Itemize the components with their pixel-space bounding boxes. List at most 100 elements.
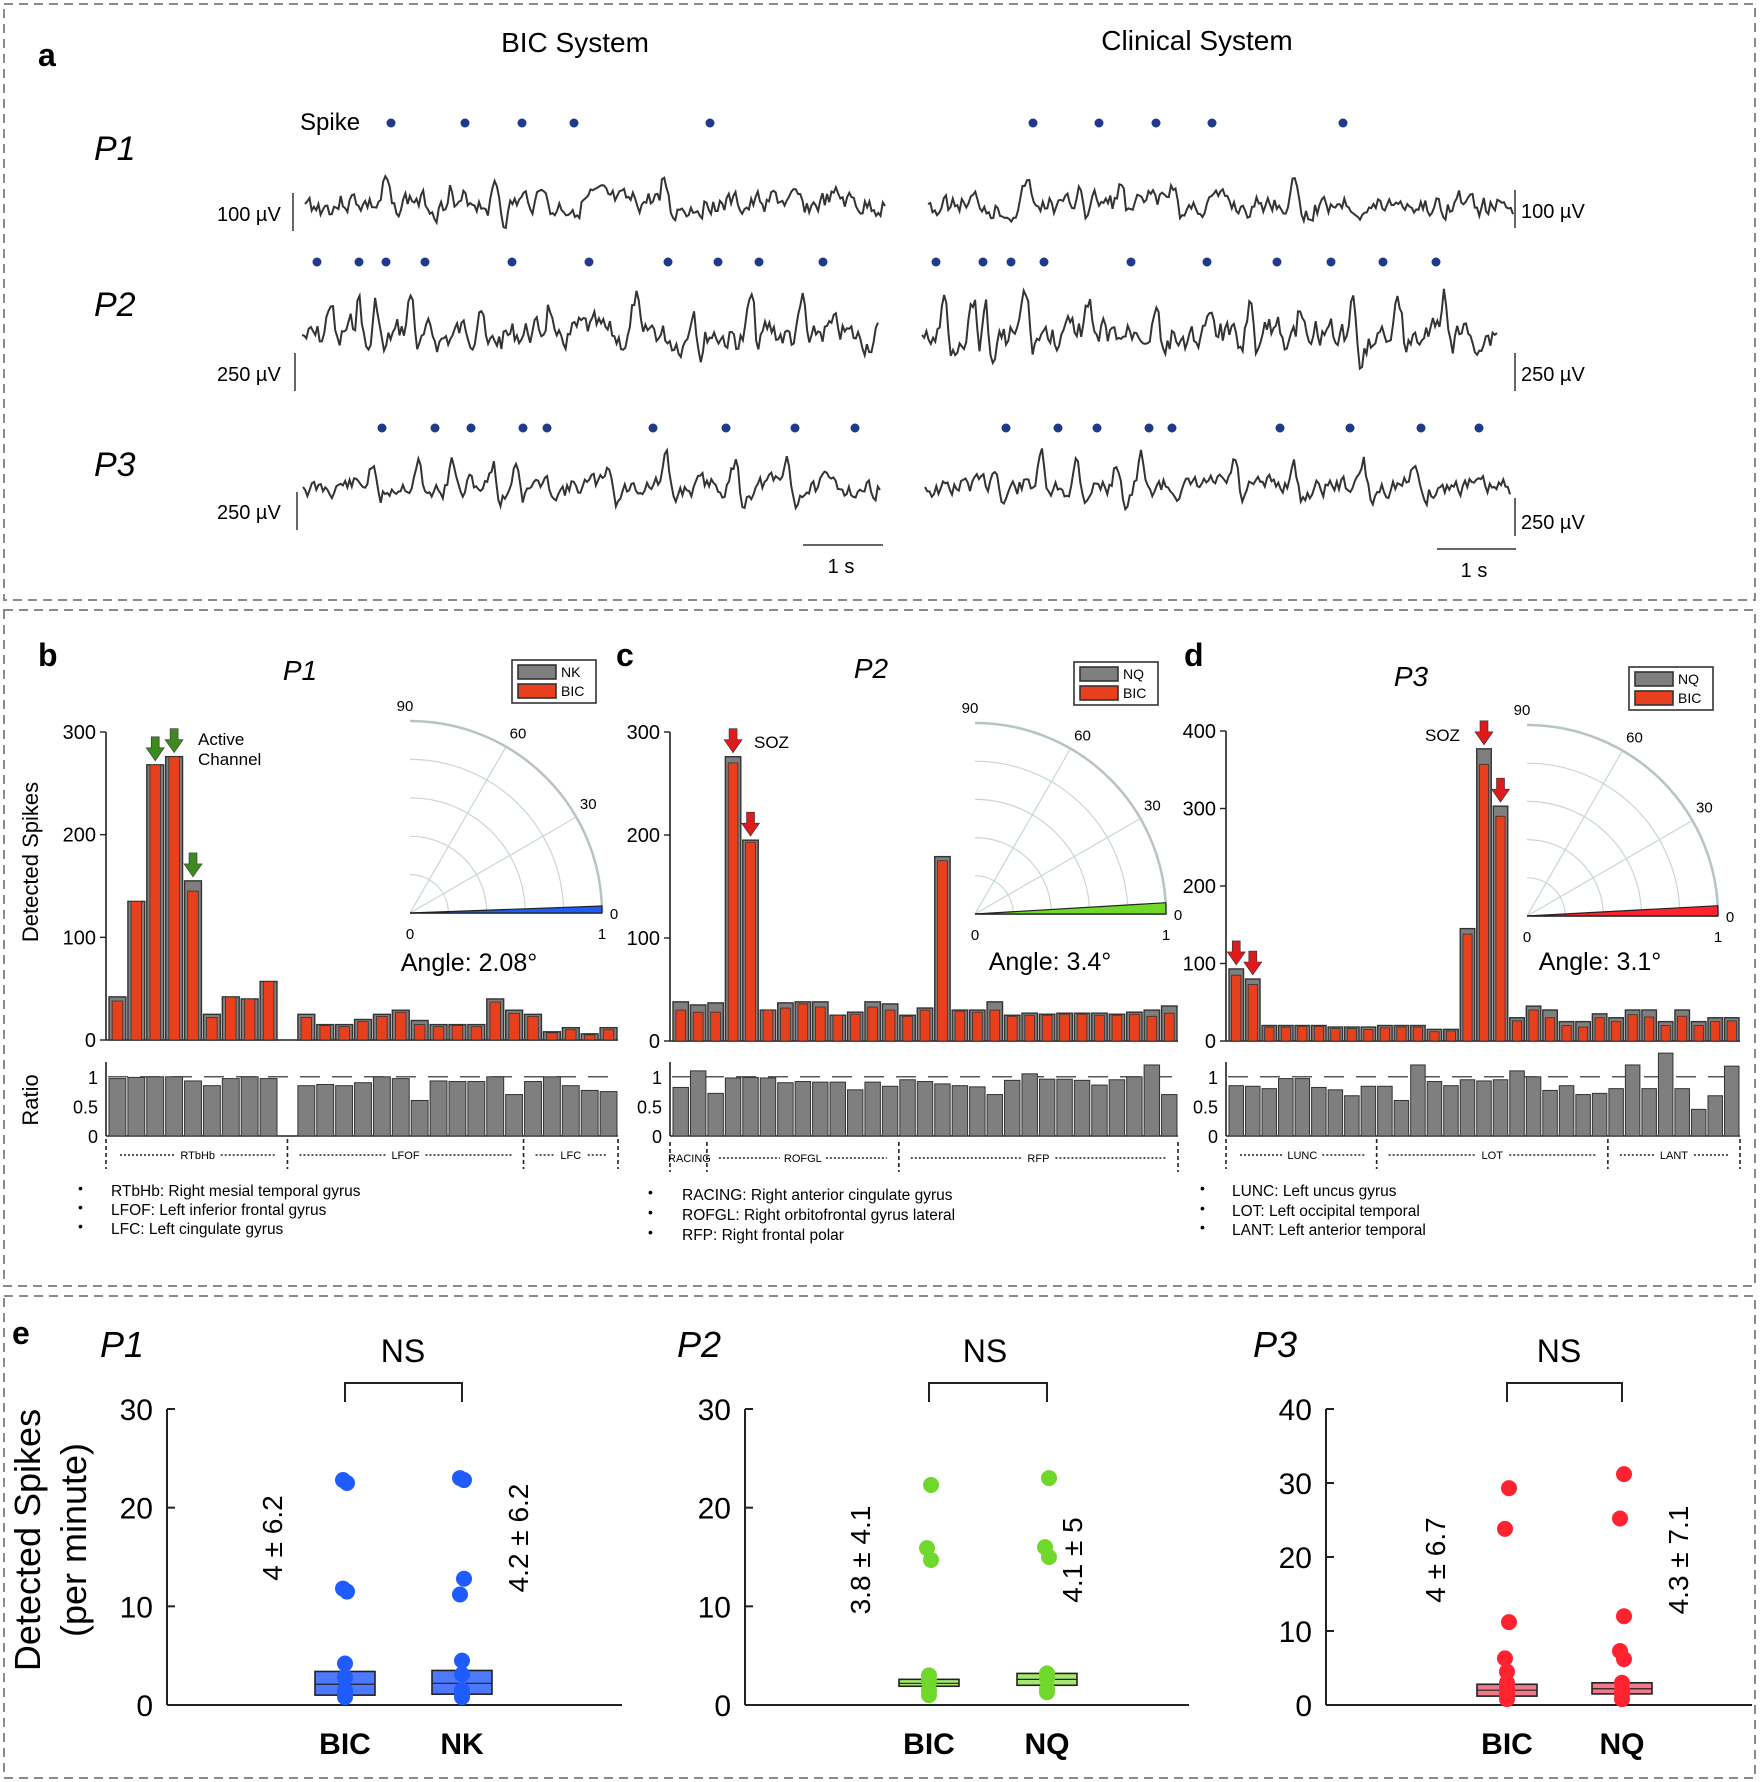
scatter-plot-group: 0 10 20 30 P1 NS BIC NK 4 ± 6.2 4.2 ± 6.2 xyxy=(100,1324,622,1761)
data-point xyxy=(1616,1466,1632,1483)
bic-bar xyxy=(675,1009,687,1042)
ratio-bar xyxy=(1426,1081,1443,1137)
data-point xyxy=(1041,1470,1057,1487)
panel-d: d P3 SOZ Angle: 3.1° xyxy=(1184,637,1661,976)
spike-marker xyxy=(518,423,528,433)
legend-swatch-reference xyxy=(1634,671,1674,687)
polar-grid-arc xyxy=(974,837,1052,915)
panel-c-note-3: RFP: Right frontal polar xyxy=(682,1227,844,1244)
spike-marker xyxy=(1275,423,1285,433)
ratio-bar xyxy=(864,1081,881,1137)
polar-grid-arc xyxy=(974,760,1129,915)
polar-tick-label: 60 xyxy=(510,726,527,743)
eeg-trace-line xyxy=(302,447,881,511)
bic-bar xyxy=(451,1025,464,1041)
region-label: RTbHb xyxy=(180,1150,215,1162)
y-tick-label: 40 xyxy=(1279,1394,1312,1427)
ratio-bar xyxy=(335,1085,354,1137)
ratio-bar xyxy=(165,1076,184,1137)
ratio-bar xyxy=(934,1083,951,1137)
bic-bar xyxy=(508,1012,520,1041)
bic-bar xyxy=(187,890,199,1041)
bic-bar xyxy=(1231,974,1242,1042)
polar-tick-label: 60 xyxy=(1074,728,1091,745)
polar-grid-arc xyxy=(974,798,1091,915)
bic-bar xyxy=(1644,1016,1655,1042)
bic-bar xyxy=(1346,1028,1357,1042)
panel-a-label: a xyxy=(38,37,56,73)
spike-marker xyxy=(1144,423,1154,433)
panel-c-title: P2 xyxy=(854,653,889,684)
bic-bar xyxy=(527,1015,539,1041)
panel-b-ylabel: Detected Spikes xyxy=(18,782,43,942)
legend-label-reference: NQ xyxy=(1123,666,1144,682)
bic-bar xyxy=(338,1026,350,1041)
bic-bar xyxy=(1462,933,1473,1042)
ratio-bar xyxy=(969,1086,986,1137)
ratio-bar xyxy=(410,1099,429,1137)
bic-bar xyxy=(1163,1012,1175,1042)
y-tick-label: 200 xyxy=(627,825,660,847)
y-tick-label: 200 xyxy=(1183,876,1216,898)
bic-bar xyxy=(602,1029,615,1041)
bullet: • xyxy=(1200,1219,1205,1235)
data-point xyxy=(923,1476,939,1493)
ratio-bar xyxy=(391,1078,410,1137)
spike-marker xyxy=(312,257,322,267)
ratio-bar xyxy=(297,1085,316,1137)
data-point xyxy=(1041,1549,1057,1565)
polar-tick-label: 30 xyxy=(1144,798,1161,815)
ratio-bar xyxy=(1443,1085,1459,1137)
panel-b-label: b xyxy=(38,637,58,673)
spike-marker xyxy=(648,423,658,433)
ratio-bar xyxy=(524,1081,542,1137)
ratio-bar xyxy=(1228,1085,1245,1137)
legend-label-bic: BIC xyxy=(561,683,584,699)
eeg-trace-line xyxy=(304,173,886,230)
bic-bar xyxy=(727,762,739,1042)
ratio-bar xyxy=(146,1076,165,1137)
data-point xyxy=(454,1666,470,1683)
y-tick-label: 10 xyxy=(698,1591,731,1624)
polar-outer-arc xyxy=(409,719,604,914)
data-point xyxy=(1039,1684,1055,1701)
y-tick-label: 100 xyxy=(627,928,660,950)
arrow-icon xyxy=(723,728,743,754)
ratio-bar xyxy=(759,1077,777,1137)
bic-bar xyxy=(1111,1014,1123,1042)
significance-bracket xyxy=(928,1382,1048,1402)
spike-marker xyxy=(1345,423,1355,433)
spike-marker xyxy=(790,423,800,433)
ratio-bar xyxy=(127,1076,146,1137)
ratio-bar xyxy=(899,1079,916,1137)
bic-bar xyxy=(357,1021,369,1041)
row-p1-clin-scale: 100 µV xyxy=(1521,201,1585,223)
ratio-bar xyxy=(1575,1094,1591,1137)
polar-grid-spoke xyxy=(409,746,507,914)
bic-bar xyxy=(1677,1015,1688,1042)
bic-bar xyxy=(710,1011,721,1042)
y-tick-label: 400 xyxy=(1183,721,1216,743)
bic-bar xyxy=(954,1010,966,1042)
polar-tick-label: 1 xyxy=(598,926,606,943)
legend: NQ BIC xyxy=(1628,666,1714,711)
ratio-bar xyxy=(689,1070,707,1137)
polar-tick-label: 1 xyxy=(1714,929,1722,946)
panel-b-annotation-line1: Active xyxy=(198,730,244,749)
polar-outer-arc xyxy=(974,721,1168,915)
bic-bar xyxy=(1495,815,1506,1042)
y-tick-label: 20 xyxy=(1279,1542,1312,1575)
ratio-bar xyxy=(429,1080,448,1137)
stat-label-left: 3.8 ± 4.1 xyxy=(845,1506,876,1615)
y-tick-label: 0 xyxy=(136,1690,153,1723)
y-tick-label: 20 xyxy=(698,1493,731,1526)
scatter-title: P1 xyxy=(100,1324,144,1365)
polar-grid-spoke xyxy=(409,816,577,914)
ratio-bar xyxy=(986,1094,1004,1137)
bic-bar xyxy=(1379,1027,1390,1042)
panel-bcd-frame xyxy=(3,609,1756,1287)
ratio-bar xyxy=(1558,1085,1575,1137)
